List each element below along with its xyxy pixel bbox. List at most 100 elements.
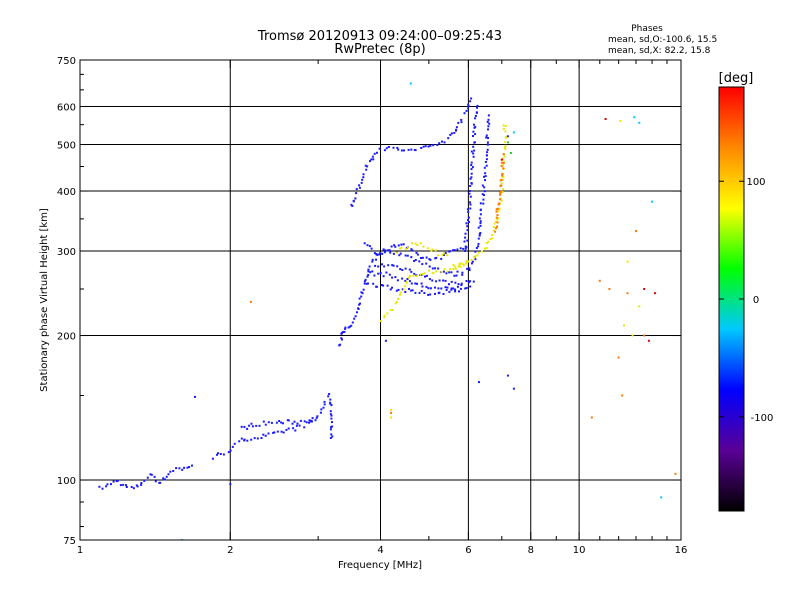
- data-point: [617, 356, 620, 359]
- data-point: [154, 480, 157, 483]
- data-point: [264, 434, 267, 437]
- data-point: [411, 249, 414, 252]
- data-point: [255, 424, 258, 427]
- data-point: [251, 425, 254, 428]
- data-point: [101, 487, 104, 490]
- data-point: [462, 247, 465, 250]
- data-point: [512, 387, 515, 390]
- data-point: [464, 232, 467, 235]
- data-point: [425, 262, 428, 265]
- data-point: [363, 280, 366, 283]
- data-point: [367, 268, 370, 271]
- data-point: [410, 256, 413, 259]
- data-point: [250, 422, 253, 425]
- data-point: [404, 247, 407, 250]
- data-point: [453, 274, 456, 277]
- data-point: [410, 282, 413, 285]
- data-point: [112, 480, 115, 483]
- data-point: [434, 286, 436, 289]
- data-point: [495, 227, 497, 230]
- data-point: [233, 442, 236, 445]
- data-point: [380, 284, 383, 286]
- data-point: [397, 244, 400, 247]
- data-point: [470, 262, 473, 265]
- data-point: [419, 273, 422, 276]
- data-point: [358, 297, 361, 300]
- data-point: [384, 339, 387, 342]
- data-point: [303, 420, 306, 423]
- data-point: [404, 279, 407, 282]
- data-point: [487, 128, 489, 131]
- data-point: [441, 140, 443, 143]
- data-point: [474, 255, 477, 258]
- data-point: [470, 258, 473, 261]
- data-point: [408, 274, 411, 277]
- data-point: [495, 210, 498, 213]
- data-point: [438, 291, 441, 294]
- data-point: [132, 487, 135, 490]
- data-point: [360, 181, 363, 184]
- data-point: [504, 130, 507, 133]
- data-point: [358, 186, 361, 189]
- data-point: [483, 175, 485, 178]
- data-point: [375, 285, 378, 288]
- data-point: [159, 481, 162, 484]
- data-point: [497, 210, 500, 213]
- data-point: [626, 292, 629, 295]
- data-point: [468, 190, 471, 192]
- data-point: [250, 438, 253, 441]
- data-point: [351, 321, 354, 324]
- data-point: [406, 254, 409, 257]
- data-point: [382, 284, 385, 287]
- data-point: [420, 257, 422, 259]
- data-point: [172, 470, 175, 472]
- data-point: [361, 292, 364, 295]
- data-point: [460, 121, 463, 124]
- data-point: [400, 246, 403, 249]
- data-point: [211, 457, 214, 460]
- grid: [80, 60, 681, 540]
- data-point: [466, 225, 469, 228]
- data-point: [383, 149, 386, 152]
- data-point: [375, 258, 377, 261]
- data-point: [473, 141, 476, 144]
- data-point: [486, 148, 489, 151]
- data-point: [474, 125, 477, 128]
- x-tick-label: 1: [77, 545, 83, 556]
- data-point: [483, 194, 485, 196]
- data-point: [400, 243, 403, 246]
- data-point: [468, 281, 470, 284]
- data-point: [366, 275, 369, 278]
- data-point: [474, 250, 477, 253]
- data-point: [470, 172, 473, 175]
- data-point: [443, 141, 446, 144]
- data-point: [358, 184, 361, 187]
- data-point: [496, 207, 499, 210]
- data-point: [483, 247, 486, 250]
- data-point: [410, 148, 413, 151]
- data-point: [500, 161, 503, 164]
- data-point: [485, 158, 488, 161]
- data-point: [638, 121, 641, 124]
- data-point: [443, 268, 446, 271]
- data-point: [296, 422, 299, 425]
- data-point: [432, 271, 435, 274]
- data-point: [387, 146, 390, 148]
- data-point: [329, 402, 332, 405]
- data-point: [267, 432, 270, 435]
- data-point: [329, 428, 332, 431]
- data-point: [445, 272, 448, 275]
- data-point: [448, 290, 451, 293]
- data-point: [422, 245, 425, 248]
- data-point: [373, 252, 376, 255]
- data-point: [371, 260, 374, 263]
- data-point: [623, 324, 625, 327]
- data-point: [438, 279, 441, 282]
- data-point: [492, 229, 495, 232]
- data-point: [465, 260, 468, 263]
- data-point: [502, 160, 505, 163]
- data-point: [421, 256, 424, 259]
- data-point: [229, 449, 232, 452]
- data-point: [181, 468, 184, 471]
